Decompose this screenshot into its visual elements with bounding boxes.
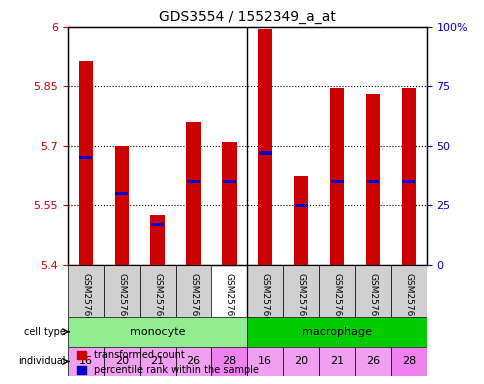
FancyBboxPatch shape xyxy=(68,265,104,317)
Bar xyxy=(401,88,415,265)
Bar xyxy=(329,88,344,265)
FancyBboxPatch shape xyxy=(247,347,283,376)
FancyBboxPatch shape xyxy=(211,347,247,376)
FancyBboxPatch shape xyxy=(104,347,139,376)
Bar xyxy=(257,29,272,265)
Bar xyxy=(114,146,129,265)
Text: cell type: cell type xyxy=(24,327,66,337)
Text: 21: 21 xyxy=(150,356,165,366)
Text: GSM257668: GSM257668 xyxy=(153,273,162,328)
Bar xyxy=(293,175,308,265)
Text: GSM257672: GSM257672 xyxy=(225,273,233,327)
Text: GSM257670: GSM257670 xyxy=(189,273,197,328)
Bar xyxy=(294,204,307,207)
Text: individual: individual xyxy=(18,356,66,366)
FancyBboxPatch shape xyxy=(354,265,390,317)
FancyBboxPatch shape xyxy=(318,347,354,376)
Text: GSM257664: GSM257664 xyxy=(81,273,90,327)
Bar xyxy=(402,180,414,183)
Text: GSM257673: GSM257673 xyxy=(404,273,412,328)
Bar xyxy=(187,180,199,183)
FancyBboxPatch shape xyxy=(283,265,318,317)
FancyBboxPatch shape xyxy=(390,265,426,317)
Text: 16: 16 xyxy=(79,356,92,366)
Bar xyxy=(223,180,235,183)
Bar xyxy=(151,223,164,226)
FancyBboxPatch shape xyxy=(68,317,247,347)
Bar xyxy=(79,156,92,159)
FancyBboxPatch shape xyxy=(354,347,390,376)
Text: 20: 20 xyxy=(114,356,129,366)
Text: GSM257665: GSM257665 xyxy=(260,273,269,328)
Text: monocyte: monocyte xyxy=(130,327,185,337)
Bar xyxy=(78,61,93,265)
FancyBboxPatch shape xyxy=(104,265,139,317)
FancyBboxPatch shape xyxy=(175,347,211,376)
FancyBboxPatch shape xyxy=(390,347,426,376)
Legend: transformed count, percentile rank within the sample: transformed count, percentile rank withi… xyxy=(73,346,262,379)
FancyBboxPatch shape xyxy=(318,265,354,317)
Bar xyxy=(115,192,128,195)
FancyBboxPatch shape xyxy=(68,347,104,376)
Text: 28: 28 xyxy=(222,356,236,366)
FancyBboxPatch shape xyxy=(247,317,426,347)
Bar xyxy=(150,215,165,265)
Text: 21: 21 xyxy=(329,356,344,366)
FancyBboxPatch shape xyxy=(247,265,283,317)
Bar xyxy=(258,151,271,155)
Bar xyxy=(330,180,343,183)
Bar xyxy=(365,94,379,265)
FancyBboxPatch shape xyxy=(139,265,175,317)
FancyBboxPatch shape xyxy=(175,265,211,317)
Text: 16: 16 xyxy=(258,356,272,366)
FancyBboxPatch shape xyxy=(283,347,318,376)
Text: GSM257666: GSM257666 xyxy=(117,273,126,328)
Text: GSM257667: GSM257667 xyxy=(296,273,305,328)
Title: GDS3554 / 1552349_a_at: GDS3554 / 1552349_a_at xyxy=(159,10,335,25)
Text: GSM257671: GSM257671 xyxy=(368,273,377,328)
Text: 28: 28 xyxy=(401,356,415,366)
Bar xyxy=(222,142,236,265)
Bar xyxy=(366,180,378,183)
Text: macrophage: macrophage xyxy=(302,327,371,337)
FancyBboxPatch shape xyxy=(139,347,175,376)
Text: 26: 26 xyxy=(365,356,379,366)
Bar xyxy=(186,122,200,265)
Text: 20: 20 xyxy=(293,356,308,366)
Text: 26: 26 xyxy=(186,356,200,366)
Text: GSM257669: GSM257669 xyxy=(332,273,341,328)
